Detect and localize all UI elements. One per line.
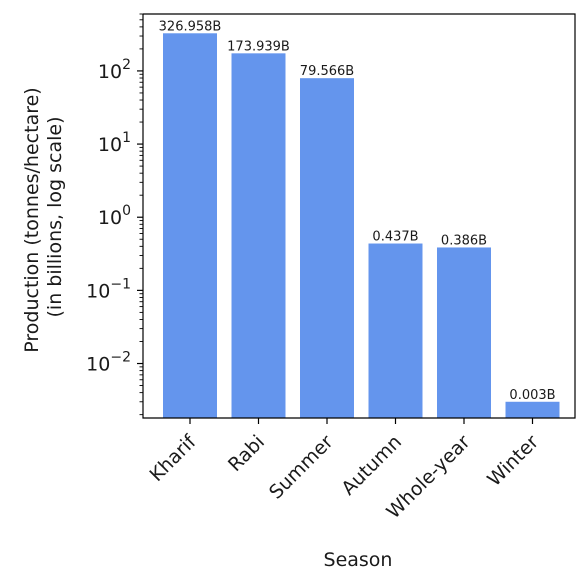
y-tick-exponent: 1 — [122, 130, 131, 146]
data-label: 0.003B — [509, 388, 555, 403]
bars-group — [163, 33, 560, 419]
y-tick-exponent: −2 — [110, 350, 131, 366]
bar-autumn — [368, 243, 423, 418]
data-label: 79.566B — [300, 64, 354, 79]
data-label: 173.939B — [227, 39, 290, 54]
y-tick-label: 10−1 — [86, 276, 131, 302]
y-tick-base: 10 — [86, 280, 110, 302]
data-label: 0.437B — [372, 230, 418, 245]
y-tick-base: 10 — [98, 207, 122, 229]
y-tick-exponent: 2 — [122, 57, 131, 73]
x-tick-label: Rabi — [224, 431, 269, 476]
x-tick-label: Kharif — [145, 430, 201, 486]
x-tick-label: Winter — [483, 431, 543, 491]
y-tick-label: 100 — [98, 203, 131, 229]
y-tick-label: 10−2 — [86, 350, 131, 376]
data-labels: 326.958B 173.939B 79.566B 0.437B 0.386B 0.003… — [159, 19, 556, 402]
y-tick-base: 10 — [98, 61, 122, 83]
bar-winter — [505, 401, 560, 418]
x-tick-label: Autumn — [337, 431, 406, 500]
y-tick-label: 101 — [98, 130, 131, 156]
y-axis-title-line-2: (in billions, log scale) — [44, 117, 66, 318]
axes-frame — [142, 13, 576, 419]
x-tick-label: Summer — [265, 431, 338, 504]
y-tick-base: 10 — [86, 354, 110, 376]
bar-kharif — [163, 33, 217, 418]
y-tick-base: 10 — [98, 134, 122, 156]
y-axis-title-line-1: Production (tonnes/hectare) — [21, 87, 43, 352]
y-tick-exponent: 0 — [122, 203, 131, 219]
bar-rabi — [231, 53, 286, 419]
x-axis-title: Season — [324, 549, 393, 571]
y-tick-exponent: −1 — [110, 276, 131, 292]
bar-whole-year — [437, 247, 491, 418]
data-label: 0.386B — [441, 233, 487, 248]
y-tick-label: 102 — [98, 57, 131, 83]
bar-summer — [300, 78, 354, 418]
data-label: 326.958B — [159, 19, 222, 34]
y-axis-title: Production (tonnes/hectare) (in billions… — [21, 81, 66, 353]
